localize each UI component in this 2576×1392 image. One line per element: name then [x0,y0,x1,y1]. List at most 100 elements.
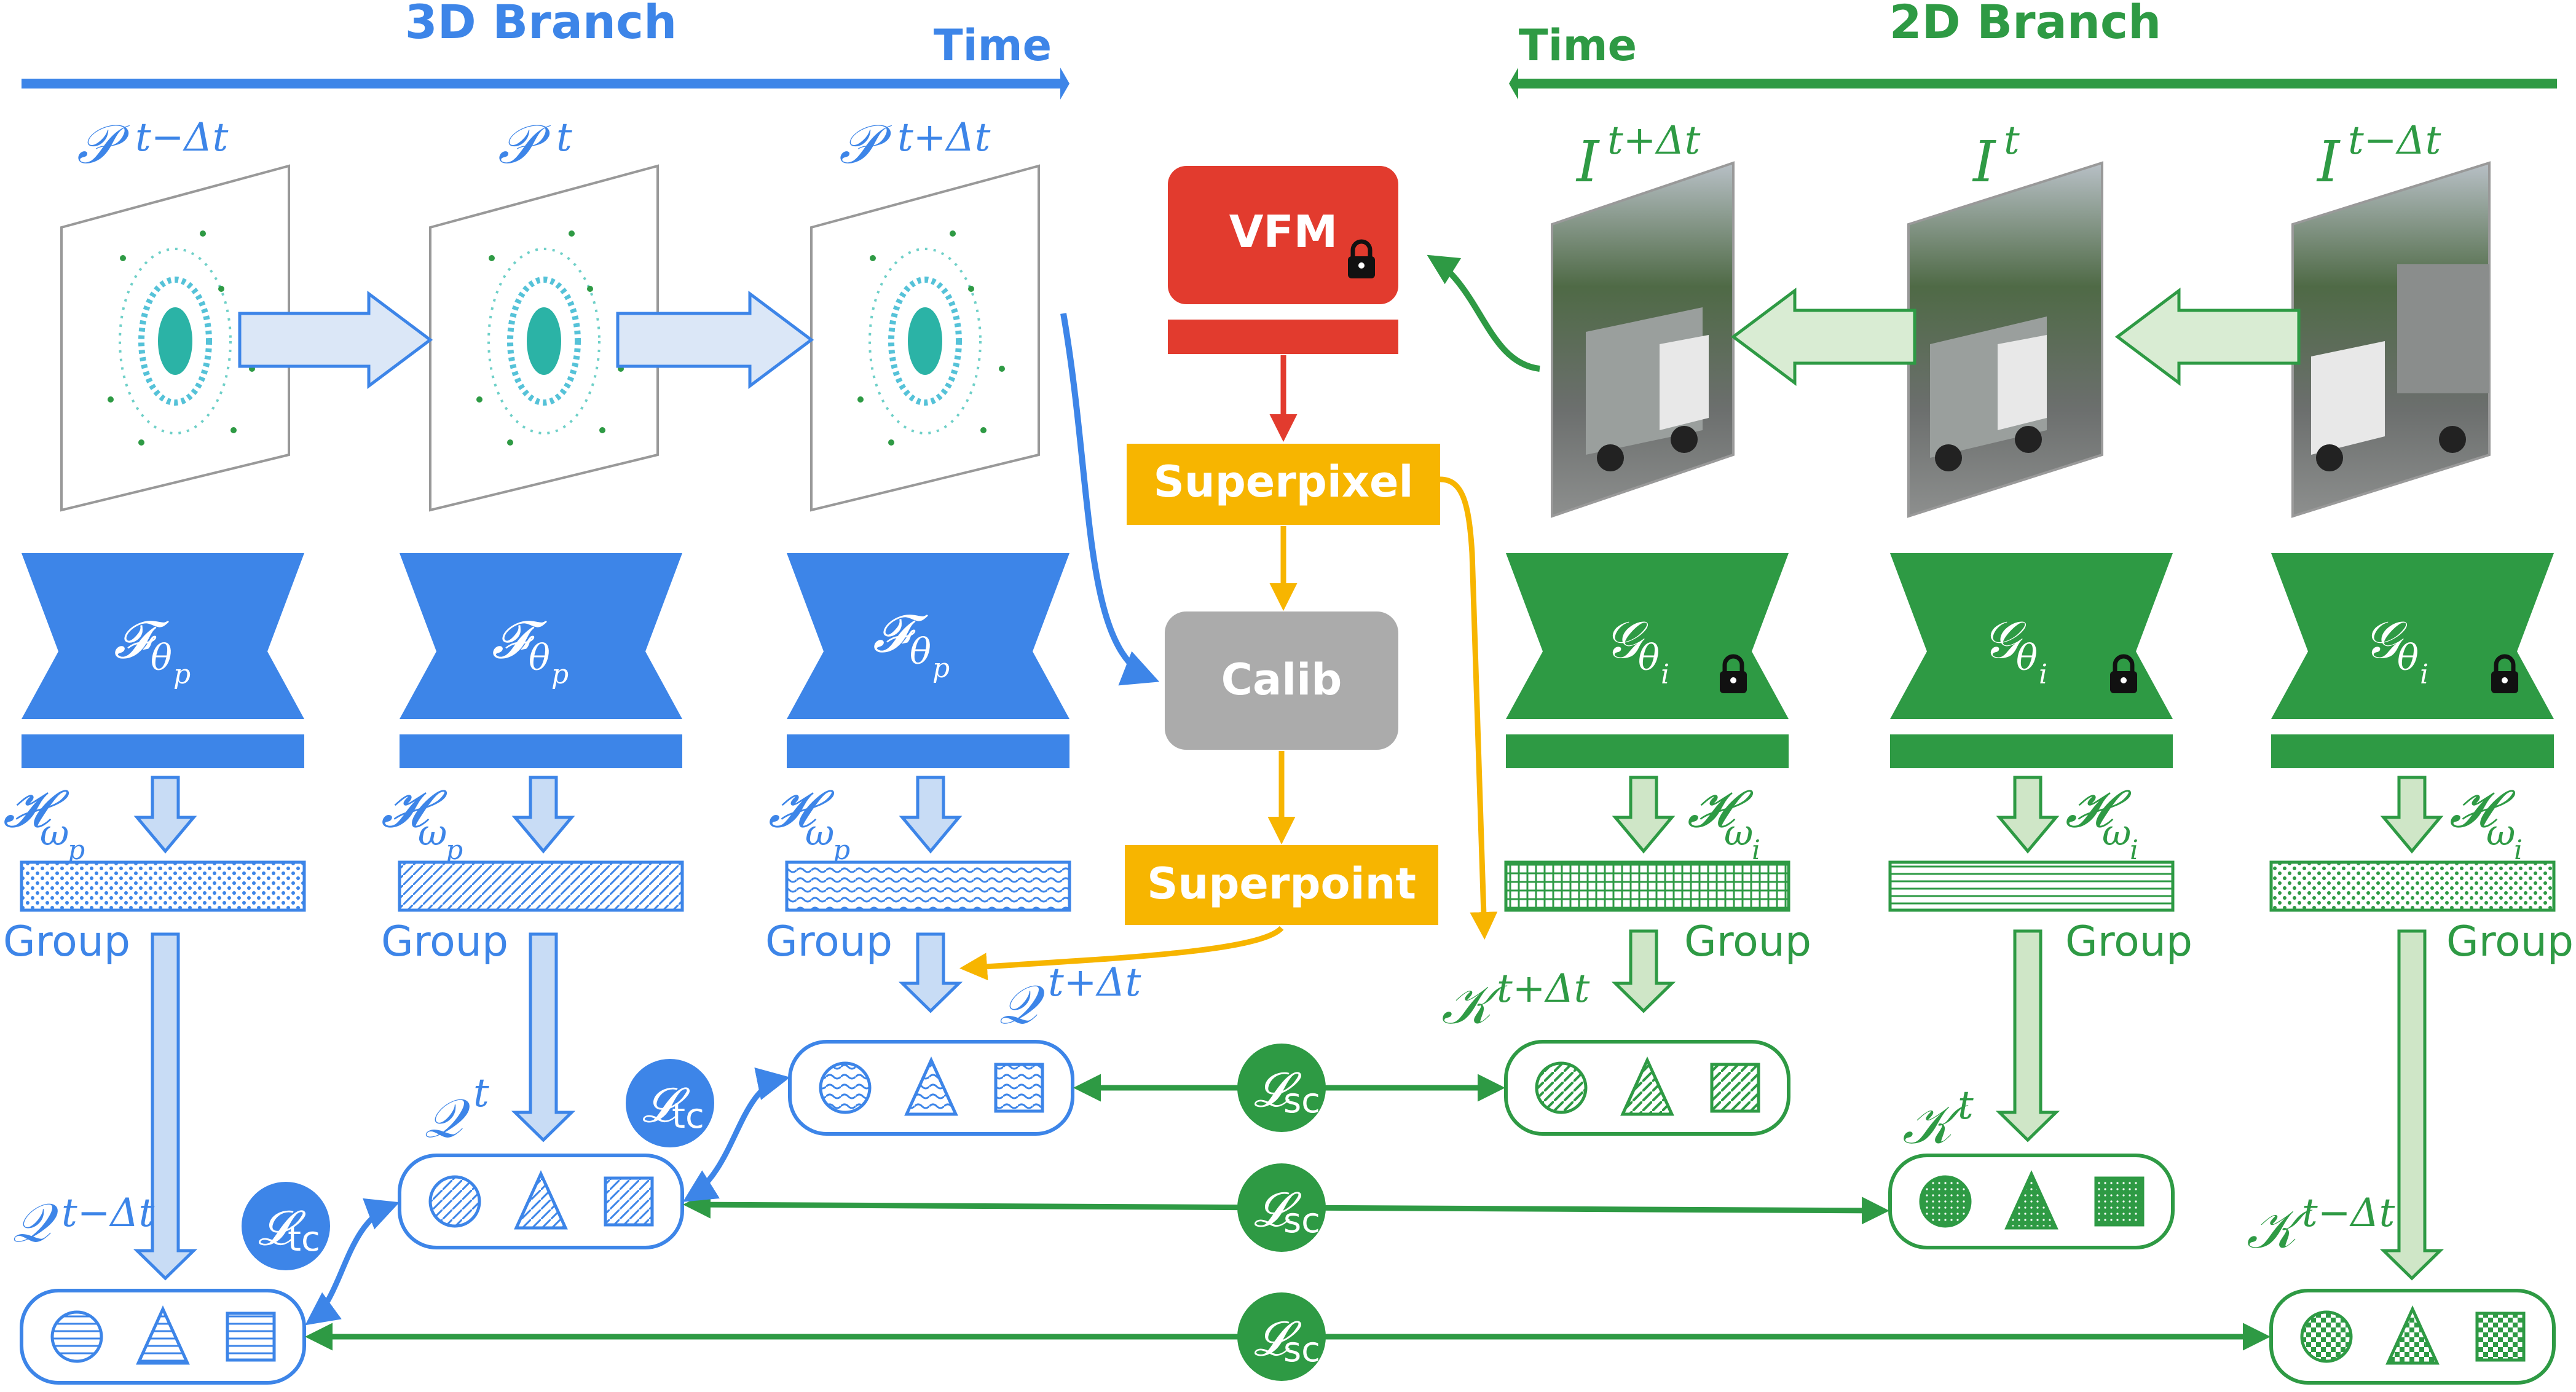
image-label-2: I t−Δt [2316,118,2441,195]
svg-text:tc: tc [288,1219,320,1259]
svg-text:tc: tc [672,1096,704,1136]
svg-text:t+Δt: t+Δt [1607,118,1701,163]
svg-text:sc: sc [1283,1081,1320,1121]
image-to-vfm-arrow [1427,254,1540,372]
svg-text:t−Δt: t−Δt [135,115,229,160]
branch3d-time-arrow [22,68,1069,100]
point-cloud-frame-0 [60,164,290,512]
svg-text:𝒬: 𝒬 [999,973,1046,1036]
point-cloud-label-0: 𝒫 t−Δt [77,112,229,176]
key-pool-1 [1888,1154,2175,1249]
svg-text:p: p [551,659,569,690]
calib-block: Calib [1165,611,1398,750]
vfm-block: VFM [1168,166,1398,354]
point-head-0: 𝓗 ω p Group [3,776,306,966]
point-encoder-0: 𝓕 θ p [22,553,304,768]
svg-text:θ: θ [2016,637,2038,678]
svg-text:p: p [173,659,191,690]
key-pool-2 [2269,1289,2556,1385]
branch2d-time-arrow [1509,68,2557,100]
branch2d-time-label: Time [1519,20,1637,71]
svg-text:ω: ω [418,812,447,854]
group-arrow-2d-0 [1611,929,1676,1013]
svg-text:t: t [473,1071,489,1116]
temporal-arrow-3d-1 [616,291,814,389]
svg-text:𝒫: 𝒫 [77,112,130,176]
loss-sc-badge-2: 𝓛 sc [1237,1292,1326,1381]
svg-text:𝒬: 𝒬 [12,1191,59,1254]
svg-text:ω: ω [2486,812,2515,854]
svg-text:t+Δt: t+Δt [1048,960,1141,1005]
svg-text:sc: sc [1283,1201,1320,1241]
svg-text:i: i [1661,659,1669,690]
group-arrow-2d-2 [2379,929,2444,1281]
svg-text:t: t [1958,1083,1974,1128]
point-cloud-frame-1 [429,164,659,512]
svg-text:i: i [2420,659,2428,690]
svg-text:θ: θ [2397,637,2419,678]
svg-text:t: t [556,115,572,160]
temporal-arrow-3d-0 [238,291,433,389]
svg-text:θ: θ [151,637,172,678]
query-label-1: 𝒬 t [424,1071,489,1150]
branch2d-title: 2D Branch [1889,0,2161,49]
svg-text:Group: Group [765,918,892,966]
svg-text:t−Δt: t−Δt [2348,118,2441,163]
svg-text:t−Δt: t−Δt [61,1190,155,1236]
group-arrow-3d-2 [898,932,963,1013]
superpoint-label: Superpoint [1147,859,1416,909]
loss-tc-badge-0: 𝓛 tc [242,1182,330,1270]
svg-text:p: p [932,653,950,684]
group-arrow-3d-0 [133,932,198,1281]
superpixel-block: Superpixel [1127,444,1440,525]
superpixel-to-2d-group-arrow [1440,476,1498,940]
image-encoder-1: 𝒢 θ i [1890,553,2173,768]
key-label-0: 𝒦 t+Δt [1441,966,1590,1036]
svg-text:θ: θ [1638,637,1660,678]
tc-arrow-1 [682,1068,790,1202]
image-label-0: I t+Δt [1575,118,1701,195]
svg-text:i: i [2039,659,2047,690]
group-arrow-2d-1 [1995,929,2060,1142]
svg-text:ω: ω [2102,812,2131,854]
svg-text:ω: ω [805,812,834,854]
svg-text:𝒫: 𝒫 [498,112,551,176]
point-encoder-2: 𝓕 θ p [787,553,1069,768]
temporal-arrow-2d-1 [2114,288,2301,386]
svg-text:ω: ω [1724,812,1753,854]
camera-image-frame-0 [1551,161,1735,518]
key-label-2: 𝒦 t−Δt [2247,1190,2395,1260]
point-encoder-1: 𝓕 θ p [400,553,682,768]
svg-text:Group: Group [3,918,130,966]
query-label-0: 𝒬 t−Δt [12,1190,155,1254]
svg-text:θ: θ [529,637,550,678]
svg-text:i: i [2130,835,2138,866]
svg-text:sc: sc [1283,1330,1320,1370]
query-pool-2 [788,1040,1074,1136]
pointcloud-to-calib-arrow [1060,313,1160,686]
loss-sc-badge-0: 𝓛 sc [1237,1044,1326,1132]
point-cloud-frame-2 [810,164,1040,512]
superpixel-label: Superpixel [1153,457,1413,507]
svg-text:Group: Group [2065,918,2192,966]
point-cloud-label-2: 𝒫 t+Δt [839,112,991,176]
image-head-0: 𝓗 ω i Group [1504,776,1811,966]
camera-image-frame-1 [1907,161,2103,518]
branch3d-title: 3D Branch [405,0,677,49]
svg-text:t+Δt: t+Δt [1497,966,1590,1012]
superpoint-to-3d-group-arrow [959,926,1284,981]
camera-image-frame-2 [2291,161,2491,518]
tc-arrow-0 [305,1198,400,1326]
loss-tc-badge-1: 𝓛 tc [626,1059,714,1147]
svg-text:t−Δt: t−Δt [2302,1190,2395,1236]
svg-text:𝒫: 𝒫 [839,112,892,176]
point-head-1: 𝓗 ω p Group [381,776,684,966]
temporal-arrow-2d-0 [1730,288,1916,386]
svg-text:t: t [2004,118,2020,163]
image-label-1: I t [1972,118,2020,195]
svg-text:i: i [2514,835,2523,866]
svg-text:Group: Group [381,918,508,966]
loss-sc-badge-1: 𝓛 sc [1237,1163,1326,1252]
image-head-1: 𝓗 ω i Group [1888,776,2192,966]
svg-text:Group: Group [2446,918,2574,966]
